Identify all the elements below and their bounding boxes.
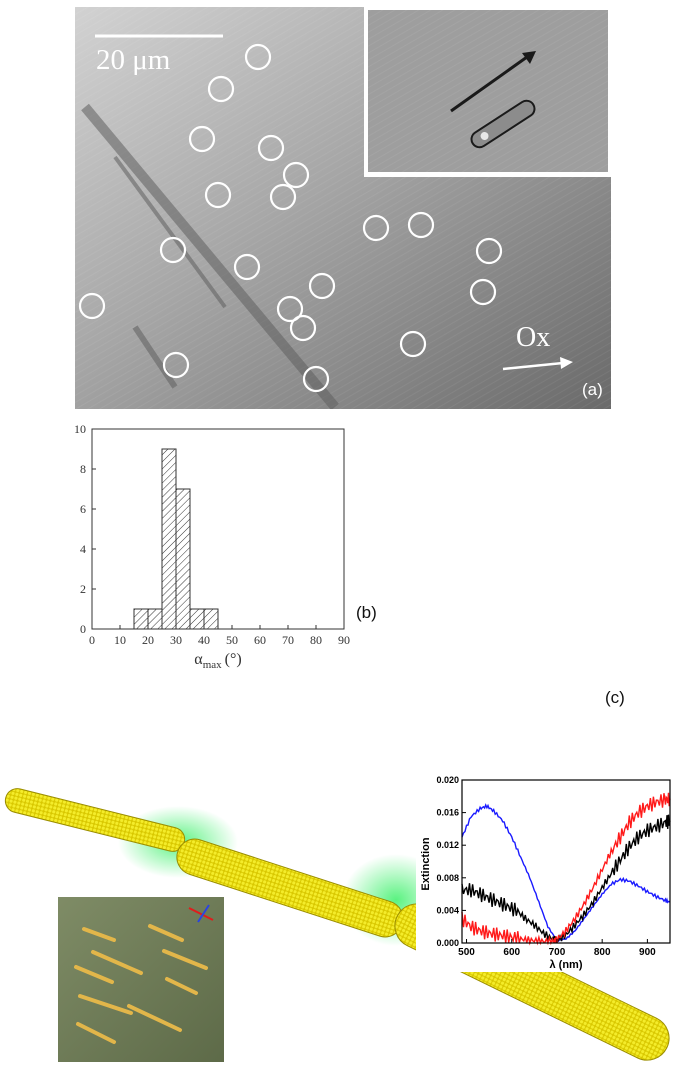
panel-a-label: (a) <box>582 380 603 399</box>
extinction-series-line <box>461 803 671 943</box>
x-tick-label: 40 <box>198 633 210 647</box>
x-tick-label: 50 <box>226 633 238 647</box>
histogram-bar <box>189 608 205 630</box>
histogram-bar <box>203 608 219 630</box>
y-tick-label: 8 <box>80 462 86 476</box>
x-axis-label: λ (nm) <box>550 959 583 971</box>
scale-bar-label: 20 μm <box>96 44 171 76</box>
ox-label: Ox <box>516 322 551 353</box>
extinction-series-line <box>461 814 671 944</box>
x-tick-label: 700 <box>549 947 566 958</box>
panel-c-label: (c) <box>605 688 625 707</box>
x-tick-label: 500 <box>458 947 475 958</box>
x-tick-label: 600 <box>503 947 520 958</box>
plot-frame <box>461 779 671 944</box>
x-tick-label: 30 <box>170 633 182 647</box>
x-tick-label: 10 <box>114 633 126 647</box>
histogram-bar <box>175 488 191 630</box>
microscope-image <box>75 7 611 409</box>
x-tick-label: 900 <box>639 947 656 958</box>
histogram-bar <box>133 608 149 630</box>
y-tick-label: 2 <box>80 582 86 596</box>
histogram-chart: 0 10 20 30 40 50 60 70 80 90 0 2 4 6 8 10 αmax (°) <box>74 422 350 671</box>
y-tick-label: 0 <box>80 622 86 636</box>
x-tick-label: 800 <box>594 947 611 958</box>
plot-frame <box>91 428 345 630</box>
y-tick-label: 0.020 <box>436 775 459 785</box>
x-tick-label: 0 <box>89 633 95 647</box>
diagonal-scratch <box>81 103 339 409</box>
x-tick-label: 70 <box>282 633 294 647</box>
y-tick-label: 0.008 <box>436 873 459 883</box>
extinction-series-line <box>461 792 671 946</box>
nanorod-markers <box>78 43 503 393</box>
x-tick-label: 80 <box>310 633 322 647</box>
inset-image <box>364 7 611 177</box>
y-tick-label: 10 <box>74 422 86 436</box>
panel-b-label: (b) <box>356 603 377 622</box>
y-axis-label: Extinction <box>420 837 432 890</box>
histogram-bar <box>161 448 177 630</box>
x-axis-label: αmax (°) <box>194 651 241 671</box>
ox-arrow <box>502 357 573 371</box>
y-tick-label: 0.012 <box>436 840 459 850</box>
histogram-bar <box>147 608 163 630</box>
nanorod-outline <box>470 99 536 149</box>
nanorod-array-photo <box>56 895 226 1064</box>
y-tick-label: 0.000 <box>436 938 459 948</box>
x-tick-label: 90 <box>338 633 350 647</box>
y-tick-label: 4 <box>80 542 86 556</box>
x-tick-label: 20 <box>142 633 154 647</box>
x-tick-label: 60 <box>254 633 266 647</box>
y-tick-label: 0.004 <box>436 905 459 915</box>
extinction-spectrum-chart: 500 600 700 800 900 0.000 0.004 0.008 0.012 0.01… <box>416 772 674 972</box>
y-tick-label: 0.016 <box>436 808 459 818</box>
y-tick-label: 6 <box>80 502 86 516</box>
